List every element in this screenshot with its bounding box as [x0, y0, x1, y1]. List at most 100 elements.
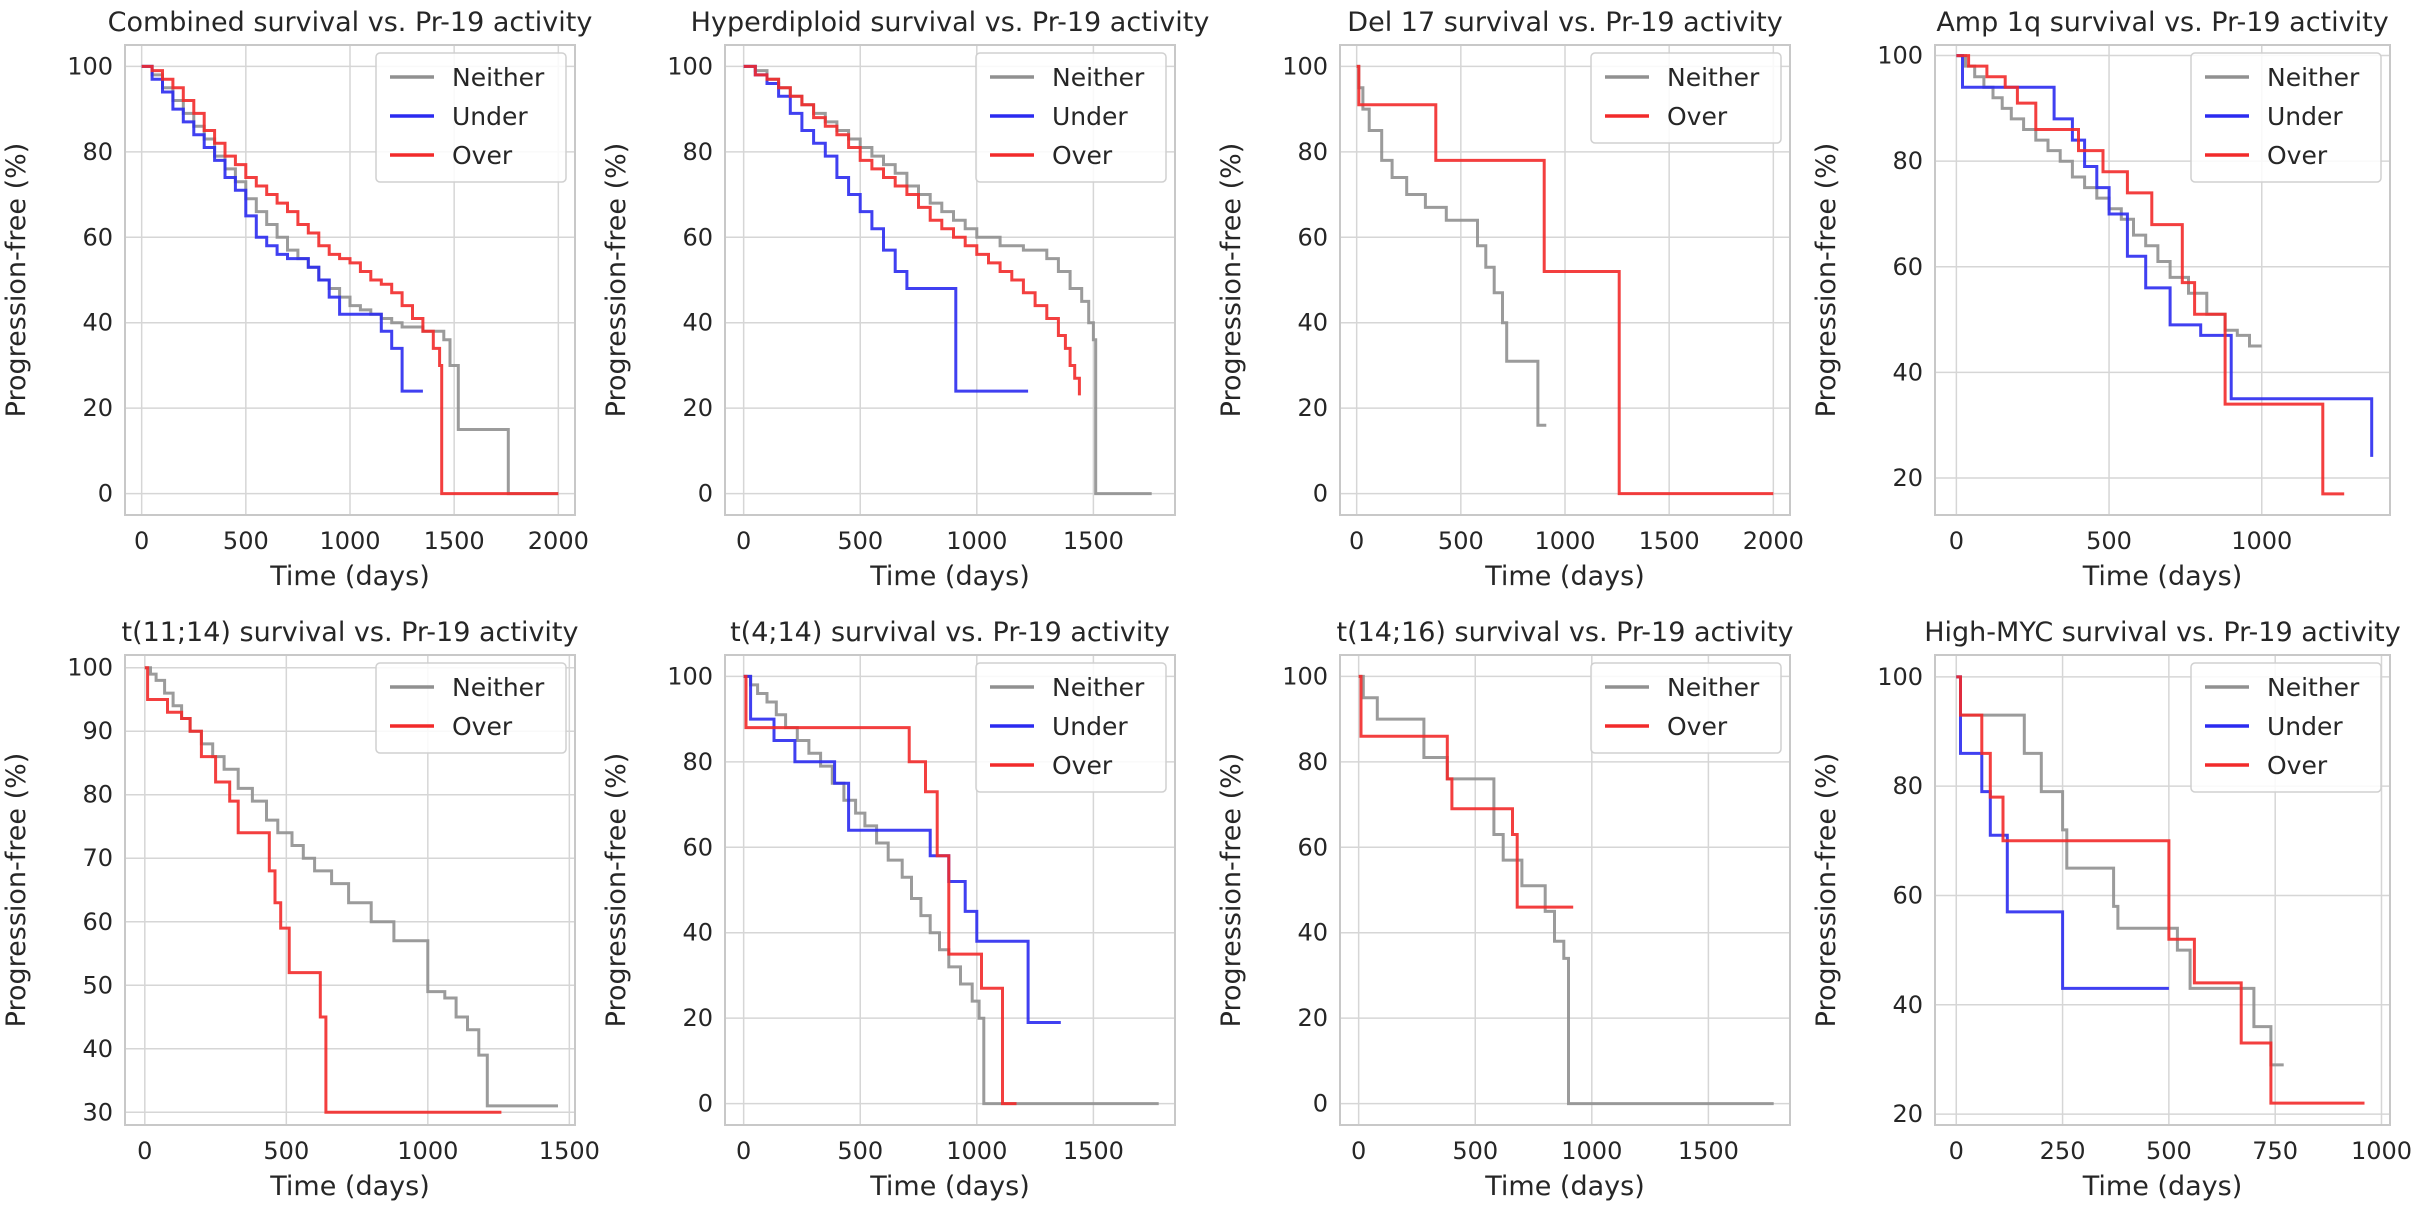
- y-tick-label: 20: [682, 394, 713, 422]
- y-tick-label: 100: [1282, 52, 1328, 80]
- y-tick-label: 20: [1892, 464, 1923, 492]
- chart-title: Amp 1q survival vs. Pr-19 activity: [1936, 7, 2388, 38]
- x-tick-label: 1000: [1561, 1137, 1622, 1165]
- y-tick-label: 90: [82, 717, 113, 745]
- series-line-over: [1358, 674, 1574, 909]
- y-tick-label: 60: [682, 223, 713, 251]
- legend-label-under: Under: [2267, 102, 2343, 131]
- y-tick-label: 60: [1297, 833, 1328, 861]
- panel-5: 0 500 1000 1500 30 40 50 60 70 80 90 100 t(11;14) su…: [1, 617, 600, 1202]
- y-axis-label: Progression-free (%): [1216, 753, 1247, 1028]
- series-line-neither: [1956, 675, 2284, 1067]
- panel-3: 0 500 1000 1500 2000 0 20 40 60 80 100 Del 17 survi…: [1216, 7, 1804, 592]
- plot-frame: [1934, 44, 2391, 516]
- legend-box: [975, 662, 1167, 793]
- y-tick-label: 0: [98, 480, 113, 508]
- legend-label-under: Under: [452, 102, 528, 131]
- x-tick-label: 1500: [1063, 1137, 1124, 1165]
- plot-frame: [724, 44, 1176, 516]
- x-axis-label: Time (days): [2082, 1171, 2242, 1202]
- legend-label-neither: Neither: [452, 673, 545, 702]
- legend-label-neither: Neither: [1052, 63, 1145, 92]
- x-tick-label: 1000: [1534, 527, 1595, 555]
- y-tick-label: 100: [1877, 42, 1923, 70]
- x-tick-label: 0: [736, 1137, 751, 1165]
- series-line-neither: [144, 666, 558, 1108]
- x-tick-label: 750: [2252, 1137, 2298, 1165]
- x-axis-label: Time (days): [269, 561, 429, 592]
- series-line-over: [141, 64, 559, 496]
- x-tick-label: 1000: [319, 527, 380, 555]
- x-tick-label: 0: [1349, 527, 1364, 555]
- series-line-neither: [1358, 674, 1774, 1106]
- series-line-under: [1956, 54, 2374, 457]
- x-tick-label: 500: [837, 1137, 883, 1165]
- x-tick-label: 500: [1452, 1137, 1498, 1165]
- y-tick-label: 40: [682, 309, 713, 337]
- y-tick-label: 40: [1297, 309, 1328, 337]
- legend-label-neither: Neither: [1667, 63, 1760, 92]
- y-tick-label: 40: [82, 1035, 113, 1063]
- y-tick-label: 20: [82, 394, 113, 422]
- panel-6: 0 500 1000 1500 0 20 40 60 80 100 t(4;14) survival…: [601, 617, 1176, 1202]
- y-tick-label: 60: [1297, 223, 1328, 251]
- series-line-over: [144, 666, 502, 1114]
- x-tick-label: 1500: [1639, 527, 1700, 555]
- x-tick-label: 1000: [2351, 1137, 2412, 1165]
- y-tick-label: 40: [1892, 991, 1923, 1019]
- panel-1: 0 500 1000 1500 2000 0 20 40 60 80 100 Combined sur…: [1, 7, 592, 592]
- legend-label-neither: Neither: [1667, 673, 1760, 702]
- y-tick-label: 60: [82, 223, 113, 251]
- legend-label-neither: Neither: [2267, 63, 2360, 92]
- y-axis-label: Progression-free (%): [1216, 143, 1247, 418]
- x-tick-label: 2000: [1743, 527, 1804, 555]
- chart-title: Combined survival vs. Pr-19 activity: [108, 7, 593, 38]
- x-tick-label: 0: [736, 527, 751, 555]
- panel-2: 0 500 1000 1500 0 20 40 60 80 100 Hyperdiploid sur…: [601, 7, 1209, 592]
- x-axis-label: Time (days): [269, 1171, 429, 1202]
- legend-label-over: Over: [1052, 751, 1113, 780]
- legend: Neither Under Over: [975, 662, 1167, 793]
- x-tick-label: 2000: [528, 527, 589, 555]
- legend-label-under: Under: [1052, 102, 1128, 131]
- plot-frame: [124, 44, 576, 516]
- series-line-over: [1356, 64, 1774, 496]
- x-tick-label: 1000: [397, 1137, 458, 1165]
- legend-label-over: Over: [1667, 712, 1728, 741]
- series-line-under: [743, 674, 1061, 1024]
- y-axis-label: Progression-free (%): [601, 753, 632, 1028]
- legend: Neither Over: [1590, 52, 1782, 144]
- x-axis-label: Time (days): [869, 1171, 1029, 1202]
- x-tick-label: 1500: [539, 1137, 600, 1165]
- plot-frame: [1934, 654, 2391, 1126]
- y-tick-label: 40: [1892, 358, 1923, 386]
- y-tick-label: 80: [682, 748, 713, 776]
- legend-box: [975, 52, 1167, 183]
- series-line-under: [141, 64, 423, 393]
- legend-label-over: Over: [1667, 102, 1728, 131]
- y-tick-label: 20: [682, 1004, 713, 1032]
- legend-label-over: Over: [452, 141, 513, 170]
- x-tick-label: 0: [137, 1137, 152, 1165]
- legend: Neither Over: [375, 662, 567, 754]
- plot-frame: [1339, 654, 1791, 1126]
- chart-title: t(11;14) survival vs. Pr-19 activity: [121, 617, 578, 648]
- x-tick-label: 500: [2086, 527, 2132, 555]
- legend-label-over: Over: [1052, 141, 1113, 170]
- series-line-under: [1956, 675, 2169, 990]
- y-tick-label: 80: [1892, 772, 1923, 800]
- chart-title: t(14;16) survival vs. Pr-19 activity: [1336, 617, 1793, 648]
- y-tick-label: 0: [698, 480, 713, 508]
- y-tick-label: 100: [667, 662, 713, 690]
- x-tick-label: 1000: [946, 527, 1007, 555]
- x-tick-label: 1500: [424, 527, 485, 555]
- panel-7: 0 500 1000 1500 0 20 40 60 80 100 t(14;16) surviva…: [1216, 617, 1794, 1202]
- series-line-over: [743, 674, 1017, 1106]
- chart-title: High-MYC survival vs. Pr-19 activity: [1924, 617, 2401, 648]
- y-tick-label: 20: [1297, 1004, 1328, 1032]
- y-tick-label: 70: [82, 844, 113, 872]
- y-tick-label: 60: [82, 908, 113, 936]
- legend-label-under: Under: [2267, 712, 2343, 741]
- y-tick-label: 80: [82, 781, 113, 809]
